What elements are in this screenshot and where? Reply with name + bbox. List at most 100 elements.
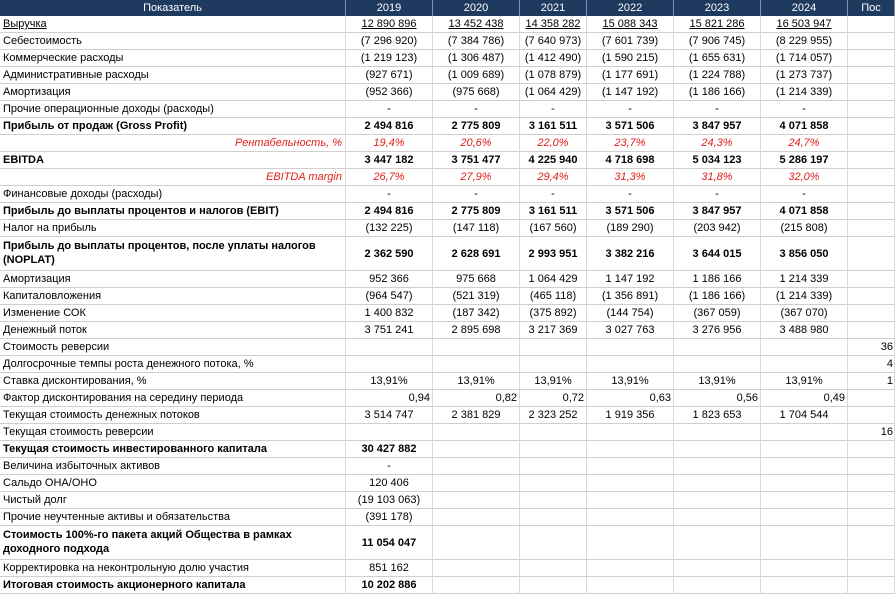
header-col-2: 2020 [433, 0, 520, 16]
cell-value [346, 339, 433, 356]
cell-value: (927 671) [346, 67, 433, 84]
cell-value: (147 118) [433, 220, 520, 237]
cell-value: 1 400 832 [346, 305, 433, 322]
row-label: Стоимость 100%-го пакета акций Общества … [0, 526, 346, 560]
cell-value: 2 628 691 [433, 237, 520, 271]
cell-value [520, 475, 587, 492]
cell-value [848, 203, 895, 220]
cell-value: 851 162 [346, 560, 433, 577]
cell-value [520, 339, 587, 356]
row-label: Выручка [0, 16, 346, 33]
cell-value: - [520, 101, 587, 118]
cell-value [848, 186, 895, 203]
cell-value [674, 492, 761, 509]
cell-value: (391 178) [346, 509, 433, 526]
cell-value: (132 225) [346, 220, 433, 237]
row-label: Стоимость реверсии [0, 339, 346, 356]
cell-value [848, 67, 895, 84]
cell-value: (367 070) [761, 305, 848, 322]
cell-value: 26,7% [346, 169, 433, 186]
cell-value: 23,7% [587, 135, 674, 152]
cell-value [761, 424, 848, 441]
cell-value: 0,72 [520, 390, 587, 407]
cell-value [520, 424, 587, 441]
cell-value [674, 526, 761, 560]
cell-value: 13,91% [346, 373, 433, 390]
cell-value [587, 458, 674, 475]
row-label: Финансовые доходы (расходы) [0, 186, 346, 203]
cell-value [433, 492, 520, 509]
cell-value: 31,8% [674, 169, 761, 186]
cell-value: 31,3% [587, 169, 674, 186]
row-label: Прибыль от продаж (Gross Profit) [0, 118, 346, 135]
cell-value [520, 526, 587, 560]
cell-value: 15 088 343 [587, 16, 674, 33]
cell-value: (7 906 745) [674, 33, 761, 50]
cell-value [848, 271, 895, 288]
cell-value: - [520, 186, 587, 203]
row-label: Налог на прибыль [0, 220, 346, 237]
cell-value: 13,91% [674, 373, 761, 390]
row-label: EBITDA [0, 152, 346, 169]
cell-value [674, 356, 761, 373]
cell-value [761, 492, 848, 509]
header-col-6: 2024 [761, 0, 848, 16]
cell-value [761, 560, 848, 577]
cell-value: 4 [848, 356, 895, 373]
cell-value: 3 027 763 [587, 322, 674, 339]
cell-value [433, 509, 520, 526]
cell-value: 1 147 192 [587, 271, 674, 288]
cell-value: 0,82 [433, 390, 520, 407]
cell-value: 3 161 511 [520, 203, 587, 220]
cell-value: 0,56 [674, 390, 761, 407]
cell-value: (1 009 689) [433, 67, 520, 84]
cell-value: - [346, 458, 433, 475]
cell-value: 13,91% [433, 373, 520, 390]
header-col-1: 2019 [346, 0, 433, 16]
cell-value: (1 078 879) [520, 67, 587, 84]
cell-value [848, 118, 895, 135]
cell-value: 1 704 544 [761, 407, 848, 424]
cell-value: - [433, 186, 520, 203]
cell-value: 22,0% [520, 135, 587, 152]
cell-value [520, 356, 587, 373]
cell-value: 3 447 182 [346, 152, 433, 169]
cell-value: 14 358 282 [520, 16, 587, 33]
cell-value [761, 458, 848, 475]
cell-value [520, 509, 587, 526]
cell-value: 29,4% [520, 169, 587, 186]
cell-value: 13,91% [761, 373, 848, 390]
cell-value: 4 071 858 [761, 203, 848, 220]
cell-value: 3 276 956 [674, 322, 761, 339]
cell-value [848, 322, 895, 339]
cell-value [587, 441, 674, 458]
row-label: Себестоимость [0, 33, 346, 50]
cell-value [520, 492, 587, 509]
cell-value: 3 571 506 [587, 118, 674, 135]
cell-value: (7 296 920) [346, 33, 433, 50]
cell-value: (1 186 166) [674, 84, 761, 101]
cell-value: (1 219 123) [346, 50, 433, 67]
cell-value: (521 319) [433, 288, 520, 305]
cell-value [520, 458, 587, 475]
row-label: EBITDA margin [0, 169, 346, 186]
cell-value: (375 892) [520, 305, 587, 322]
cell-value: 27,9% [433, 169, 520, 186]
cell-value: (1 714 057) [761, 50, 848, 67]
cell-value [848, 492, 895, 509]
cell-value: 24,3% [674, 135, 761, 152]
cell-value [674, 458, 761, 475]
cell-value: (1 214 339) [761, 84, 848, 101]
cell-value [587, 424, 674, 441]
row-label: Корректировка на неконтрольную долю учас… [0, 560, 346, 577]
cell-value [433, 424, 520, 441]
cell-value [848, 441, 895, 458]
cell-value [848, 220, 895, 237]
cell-value: 0,63 [587, 390, 674, 407]
cell-value: (1 214 339) [761, 288, 848, 305]
cell-value: 3 751 477 [433, 152, 520, 169]
cell-value [433, 356, 520, 373]
cell-value [848, 84, 895, 101]
cell-value: 4 718 698 [587, 152, 674, 169]
